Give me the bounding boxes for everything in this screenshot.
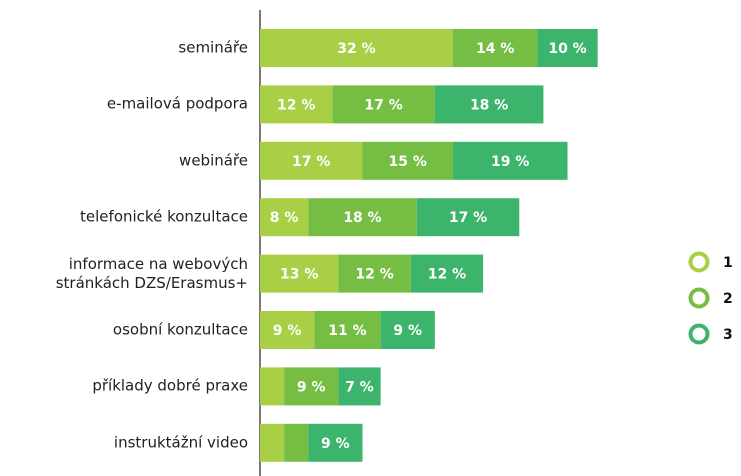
category-label: e-mailová podpora [106,94,248,113]
bar-segment [452,29,538,67]
bar-segment [362,141,453,180]
legend-marker [688,251,710,273]
bar-segment [260,423,285,462]
legend-marker [688,287,710,309]
bar-segment [537,29,598,67]
bar-segment [338,367,381,406]
bar-segment [308,423,363,462]
bar-segment [260,85,333,124]
bar-segment [260,254,339,293]
bar-segment [260,311,315,349]
value-label: 9 % [273,323,302,339]
value-label: 15 % [389,154,427,170]
value-label: 17 % [449,210,487,226]
value-label: 12 % [277,97,315,113]
category-label: webináře [179,151,248,170]
value-label: 7 % [345,379,374,395]
bar-segment [260,367,285,406]
value-label: 9 % [393,323,422,339]
bar-segment [332,85,435,124]
category-label: informace na webových stránkách DZS/Eras… [55,254,248,292]
value-label: 17 % [364,97,402,113]
bar-segment [260,29,453,67]
category-label: příklady dobré praxe [92,376,248,395]
bar-segment [284,367,339,406]
value-label: 9 % [297,379,326,395]
value-label: 10 % [548,41,586,57]
value-label: 14 % [476,41,514,57]
bar-segment [434,85,544,124]
category-label: instruktážní video [113,433,248,452]
legend-label: 1 [723,255,733,271]
value-label: 13 % [280,267,318,283]
bar-segment [452,141,568,180]
legend-label: 3 [723,327,733,343]
value-label: 12 % [355,267,393,283]
category-label: telefonické konzultace [80,207,248,226]
category-label: semináře [178,38,248,57]
value-label: 17 % [292,154,330,170]
bar-segment [314,311,381,349]
bar-segment [308,198,417,237]
bar-segment [416,198,520,237]
value-label: 18 % [470,97,508,113]
value-label: 9 % [321,436,350,452]
value-label: 12 % [428,267,466,283]
bar-segment [410,254,484,293]
value-label: 32 % [337,41,375,57]
value-label: 19 % [491,154,529,170]
value-label: 18 % [343,210,381,226]
legend-marker [688,323,710,345]
bar-segment [380,311,435,349]
bar-segment [338,254,411,293]
category-label: osobní konzultace [112,320,248,339]
value-label: 11 % [328,323,366,339]
bar-segment [260,198,309,237]
bar-segment [260,141,363,180]
legend-label: 2 [723,291,733,307]
value-label: 8 % [270,210,299,226]
bar-segment [284,423,309,462]
